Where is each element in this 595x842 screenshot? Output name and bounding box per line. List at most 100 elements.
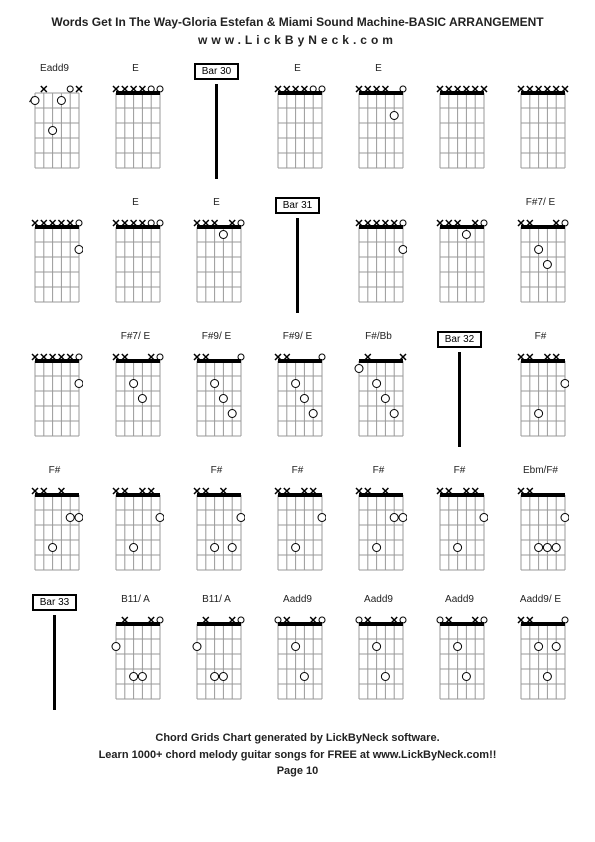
chord-label: E (213, 197, 220, 211)
chord-diagram: B11/ A (182, 594, 251, 710)
bar-label: Bar 33 (32, 594, 77, 611)
chord-diagram: F# (263, 465, 332, 576)
chord-diagram (506, 63, 575, 179)
chord-diagram: F#9/ E (182, 331, 251, 447)
footer-line-1: Chord Grids Chart generated by LickByNec… (20, 730, 575, 747)
chord-svg (270, 347, 326, 442)
chord-label: E (375, 63, 382, 77)
chord-diagram: B11/ A (101, 594, 170, 710)
chord-label: F# (292, 465, 304, 479)
chord-label: F#7/ E (526, 197, 555, 211)
chord-label: F# (211, 465, 223, 479)
chord-diagram: F# (344, 465, 413, 576)
chord-label: E (132, 197, 139, 211)
chord-svg (513, 79, 569, 174)
chord-diagram: E (101, 197, 170, 313)
chord-diagram: E (263, 63, 332, 179)
chord-svg (270, 481, 326, 576)
chord-svg (189, 610, 245, 705)
chord-svg (189, 481, 245, 576)
chord-svg (108, 347, 164, 442)
barline (215, 84, 218, 179)
chord-diagram: E (182, 197, 251, 313)
chord-svg (351, 79, 407, 174)
chord-svg (351, 610, 407, 705)
barline (296, 218, 299, 313)
chord-svg (513, 347, 569, 442)
chord-svg (351, 213, 407, 308)
chord-diagram: F#/Bb (344, 331, 413, 447)
chord-label: B11/ A (202, 594, 231, 608)
chord-label: F# (49, 465, 61, 479)
bar-label: Bar 32 (437, 331, 482, 348)
chord-diagram: Ebm/F# (506, 465, 575, 576)
chord-label: F# (535, 331, 547, 345)
chord-label: E (132, 63, 139, 77)
chord-svg (270, 610, 326, 705)
chord-diagram: F# (425, 465, 494, 576)
chord-diagram: F# (20, 465, 89, 576)
chord-svg (108, 610, 164, 705)
page-footer: Chord Grids Chart generated by LickByNec… (20, 730, 575, 780)
barline (458, 352, 461, 447)
chord-label: F# (454, 465, 466, 479)
footer-line-3: Page 10 (20, 763, 575, 780)
chord-label: Aadd9/ E (520, 594, 561, 608)
chord-diagram (20, 197, 89, 313)
bar-marker: Bar 32 (425, 331, 494, 447)
chord-svg (432, 79, 488, 174)
chord-diagram: Aadd9 (425, 594, 494, 710)
chord-label: E (294, 63, 301, 77)
bar-label: Bar 30 (194, 63, 239, 80)
bar-marker: Bar 30 (182, 63, 251, 179)
bar-label: Bar 31 (275, 197, 320, 214)
chord-diagram: F#7/ E (101, 331, 170, 447)
chord-svg (27, 347, 83, 442)
chord-svg (189, 347, 245, 442)
chord-svg (27, 213, 83, 308)
chord-diagram: Aadd9 (344, 594, 413, 710)
page-title: Words Get In The Way-Gloria Estefan & Mi… (20, 15, 575, 29)
chord-diagram: F# (506, 331, 575, 447)
chord-label: F#9/ E (283, 331, 312, 345)
chord-label: Ebm/F# (523, 465, 558, 479)
chord-svg (270, 79, 326, 174)
chord-label: Eadd9 (40, 63, 69, 77)
chord-svg (351, 481, 407, 576)
bar-marker: Bar 33 (20, 594, 89, 710)
chord-label: F#9/ E (202, 331, 231, 345)
chord-svg (513, 213, 569, 308)
chord-diagram: Aadd9/ E (506, 594, 575, 710)
chord-svg (108, 213, 164, 308)
bar-marker: Bar 31 (263, 197, 332, 313)
chord-diagram: F# (182, 465, 251, 576)
chord-diagram: E (101, 63, 170, 179)
chord-label: Aadd9 (445, 594, 474, 608)
chord-svg (432, 213, 488, 308)
barline (53, 615, 56, 710)
chord-diagram: F#7/ E (506, 197, 575, 313)
chord-svg (432, 481, 488, 576)
chord-svg (351, 347, 407, 442)
chord-grid: Eadd9 4 E Bar 30 E E E E Bar 31 F#7/ E F#7/ E F#9/ … (20, 63, 575, 710)
chord-svg: 4 (27, 79, 83, 174)
chord-svg (432, 610, 488, 705)
chord-diagram (101, 465, 170, 576)
chord-diagram: F#9/ E (263, 331, 332, 447)
chord-label: B11/ A (121, 594, 150, 608)
chord-svg (108, 481, 164, 576)
chord-svg (513, 481, 569, 576)
chord-label: F# (373, 465, 385, 479)
chord-label: Aadd9 (364, 594, 393, 608)
chord-diagram (344, 197, 413, 313)
chord-label: F#/Bb (365, 331, 392, 345)
chord-diagram: Eadd9 4 (20, 63, 89, 179)
page-subtitle: www.LickByNeck.com (20, 33, 575, 47)
chord-svg (189, 213, 245, 308)
chord-svg (513, 610, 569, 705)
chord-diagram: E (344, 63, 413, 179)
chord-diagram (425, 63, 494, 179)
chord-svg (108, 79, 164, 174)
chord-diagram (425, 197, 494, 313)
chord-label: Aadd9 (283, 594, 312, 608)
